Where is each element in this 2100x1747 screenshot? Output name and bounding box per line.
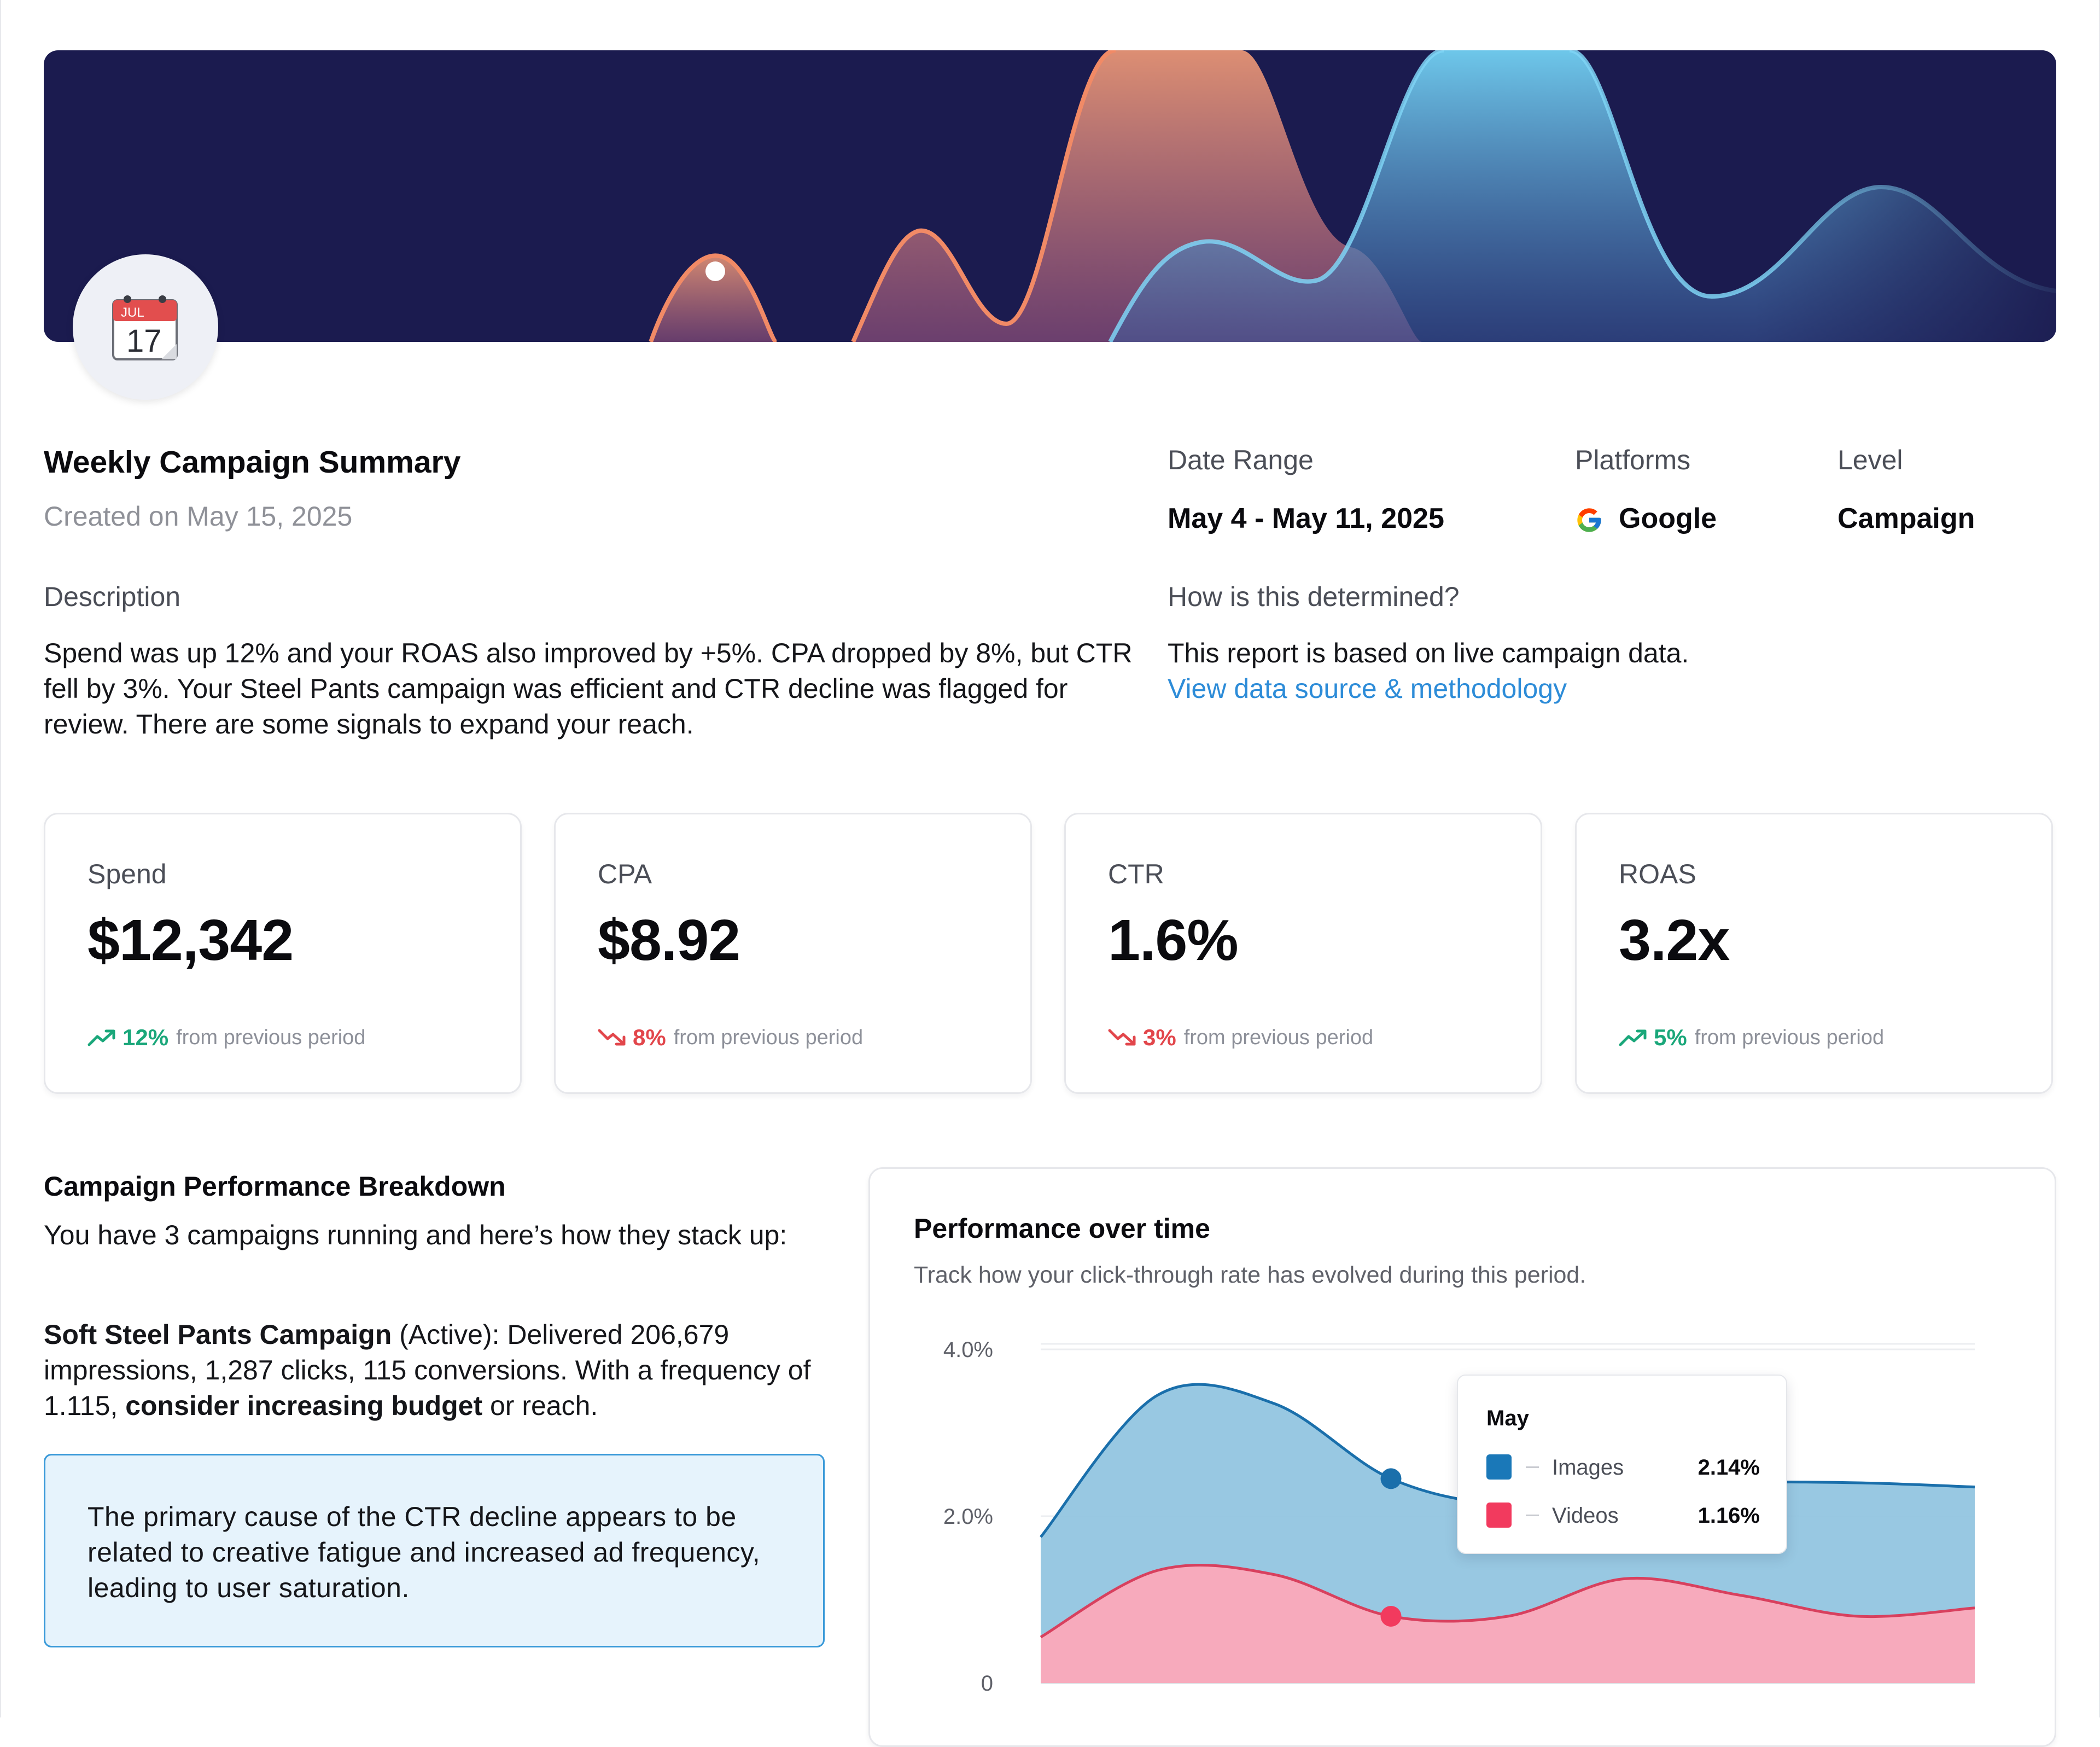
description-text: Spend was up 12% and your ROAS also impr… xyxy=(44,638,1133,739)
methodology-block: This report is based on live campaign da… xyxy=(1168,636,1689,707)
metric-from: from previous period xyxy=(1183,1026,1374,1049)
breakdown-intro: You have 3 campaigns running and here’s … xyxy=(44,1220,788,1250)
tooltip-series-name: Images xyxy=(1552,1455,1624,1480)
insight-note: The primary cause of the CTR decline app… xyxy=(44,1454,825,1647)
platforms-label: Platforms xyxy=(1575,445,1691,475)
metric-trend: 12% from previous period xyxy=(88,1022,365,1053)
legend-swatch-images xyxy=(1486,1454,1512,1480)
metric-card-roas[interactable]: ROAS 3.2x 5% from previous period xyxy=(1575,813,2053,1094)
campaign-summary: Soft Steel Pants Campaign (Active): Deli… xyxy=(44,1317,848,1424)
legend-swatch-videos xyxy=(1486,1503,1512,1528)
campaign-name: Soft Steel Pants Campaign xyxy=(44,1319,392,1350)
created-date: Created on May 15, 2025 xyxy=(44,501,353,532)
methodology-label: How is this determined? xyxy=(1168,581,1460,612)
calendar-month: JUL xyxy=(121,305,144,320)
legend-dash xyxy=(1526,1466,1539,1468)
platforms-value: Google xyxy=(1619,503,1717,534)
tooltip-title: May xyxy=(1486,1406,1529,1430)
level-value: Campaign xyxy=(1838,503,1975,534)
metric-value: $8.92 xyxy=(598,908,740,973)
hero-wave-graphic xyxy=(44,50,2056,342)
campaign-tail: or reach. xyxy=(482,1390,598,1421)
calendar-avatar: JUL 17 xyxy=(73,254,218,400)
area-videos xyxy=(1041,1565,1975,1683)
metric-label: CPA xyxy=(598,859,652,889)
metric-value: $12,342 xyxy=(88,908,294,973)
level-label: Level xyxy=(1838,445,1903,475)
metric-change: 12% xyxy=(122,1024,169,1050)
date-range-value: May 4 - May 11, 2025 xyxy=(1168,503,1444,534)
metric-trend: 5% from previous period xyxy=(1619,1022,1884,1053)
trend-down-icon xyxy=(1108,1029,1136,1046)
legend-dash xyxy=(1526,1515,1539,1516)
metric-from: from previous period xyxy=(673,1026,864,1049)
highlight-point-images xyxy=(1380,1468,1402,1489)
metric-trend: 3% from previous period xyxy=(1108,1022,1373,1053)
campaign-status: (Active) xyxy=(392,1319,492,1350)
metric-trend: 8% from previous period xyxy=(598,1022,863,1053)
calendar-day: 17 xyxy=(126,323,162,359)
metric-change: 3% xyxy=(1143,1024,1176,1050)
metric-change: 5% xyxy=(1654,1024,1687,1050)
metric-card-cpa[interactable]: CPA $8.92 8% from previous period xyxy=(554,813,1032,1094)
tooltip-row-videos: Videos 1.16% xyxy=(1486,1501,1760,1529)
description-label: Description xyxy=(44,581,181,612)
hero-banner xyxy=(44,50,2056,342)
performance-subtitle: Track how your click-through rate has ev… xyxy=(914,1262,1586,1288)
line-videos xyxy=(1040,1564,1975,1639)
highlight-point-videos xyxy=(1380,1606,1402,1627)
chart-tooltip: May Images 2.14% Videos 1.16% xyxy=(1457,1375,1787,1554)
metric-change: 8% xyxy=(633,1024,666,1050)
campaign-emphasis: consider increasing budget xyxy=(125,1390,483,1421)
metric-from: from previous period xyxy=(1694,1026,1885,1049)
y-tick-label: 0 xyxy=(981,1672,993,1696)
metric-value: 1.6% xyxy=(1108,908,1239,973)
trend-down-icon xyxy=(598,1029,626,1046)
methodology-link[interactable]: View data source & methodology xyxy=(1168,673,1567,704)
metric-card-ctr[interactable]: CTR 1.6% 3% from previous period xyxy=(1064,813,1542,1094)
tooltip-row-images: Images 2.14% xyxy=(1486,1453,1760,1481)
report-title: Weekly Campaign Summary xyxy=(44,445,461,480)
trend-up-icon xyxy=(88,1029,115,1046)
performance-card: Performance over time Track how your cli… xyxy=(868,1167,2056,1747)
y-tick-label: 4.0% xyxy=(943,1338,993,1362)
y-tick-label: 2.0% xyxy=(943,1505,993,1529)
date-range-label: Date Range xyxy=(1168,445,1314,475)
metric-card-spend[interactable]: Spend $12,342 12% from previous period xyxy=(44,813,522,1094)
metric-from: from previous period xyxy=(176,1026,366,1049)
metric-label: Spend xyxy=(88,859,167,889)
campaign-text: : Delivered 206,679 impressions, 1,287 c… xyxy=(44,1319,811,1421)
tooltip-series-value: 2.14% xyxy=(1698,1455,1760,1480)
metric-label: ROAS xyxy=(1619,859,1696,889)
insight-note-text: The primary cause of the CTR decline app… xyxy=(88,1501,761,1603)
breakdown-title: Campaign Performance Breakdown xyxy=(44,1171,506,1202)
metric-value: 3.2x xyxy=(1619,908,1730,973)
calendar-icon: JUL 17 xyxy=(112,295,178,360)
methodology-text: This report is based on live campaign da… xyxy=(1168,638,1689,668)
metric-label: CTR xyxy=(1108,859,1164,889)
tooltip-series-value: 1.16% xyxy=(1698,1504,1760,1528)
trend-up-icon xyxy=(1619,1029,1647,1046)
performance-title: Performance over time xyxy=(914,1213,1210,1244)
google-icon xyxy=(1577,508,1601,532)
tooltip-series-name: Videos xyxy=(1552,1504,1619,1528)
